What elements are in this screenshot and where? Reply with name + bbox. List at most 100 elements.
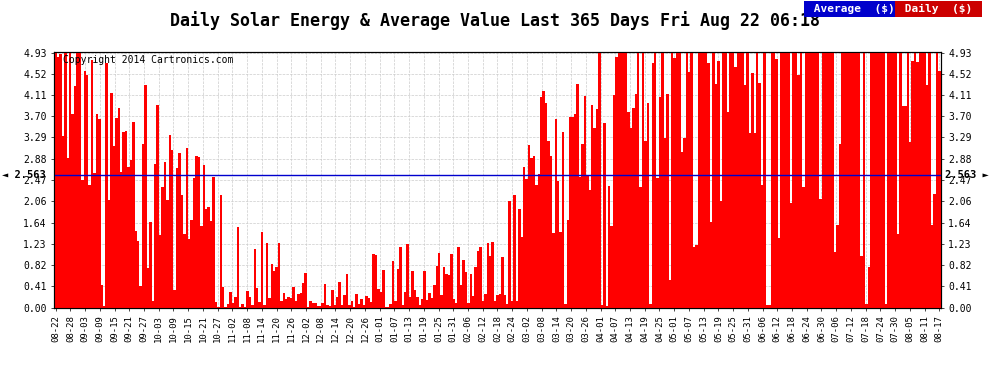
Bar: [509, 201, 511, 308]
Bar: [280, 301, 282, 307]
Bar: [628, 112, 630, 308]
Bar: [608, 186, 611, 308]
Bar: [176, 168, 178, 308]
Bar: [203, 165, 205, 308]
Bar: [855, 53, 858, 307]
Bar: [438, 254, 441, 308]
Bar: [287, 297, 290, 307]
Bar: [549, 156, 552, 308]
Bar: [887, 53, 890, 307]
Bar: [120, 172, 123, 308]
Bar: [705, 53, 708, 307]
Bar: [637, 53, 640, 307]
Bar: [882, 53, 885, 307]
Bar: [805, 53, 807, 307]
Bar: [907, 53, 909, 307]
Bar: [156, 105, 158, 308]
Bar: [66, 158, 69, 308]
Bar: [921, 53, 924, 307]
Bar: [409, 297, 411, 307]
Bar: [489, 256, 491, 308]
Bar: [96, 114, 98, 308]
Bar: [334, 305, 336, 308]
Bar: [358, 304, 360, 307]
Bar: [314, 303, 317, 307]
Bar: [554, 119, 557, 308]
Bar: [870, 53, 872, 307]
Bar: [491, 242, 494, 308]
Bar: [220, 195, 222, 308]
Bar: [746, 53, 748, 307]
Bar: [547, 141, 549, 308]
Bar: [278, 243, 280, 308]
Bar: [673, 58, 676, 308]
Bar: [260, 232, 263, 308]
Bar: [528, 145, 531, 308]
Bar: [872, 53, 875, 307]
Bar: [56, 57, 59, 308]
Bar: [742, 53, 743, 307]
Bar: [93, 173, 96, 308]
Bar: [678, 53, 681, 307]
Bar: [118, 108, 120, 308]
Bar: [770, 53, 773, 307]
Bar: [472, 296, 474, 307]
Bar: [571, 117, 574, 308]
Bar: [251, 305, 253, 308]
Bar: [588, 190, 591, 308]
Bar: [730, 53, 732, 307]
Bar: [688, 72, 690, 308]
Bar: [615, 57, 618, 308]
Bar: [309, 301, 312, 307]
Bar: [668, 280, 671, 308]
Bar: [603, 123, 606, 308]
Bar: [227, 304, 230, 307]
Bar: [557, 181, 559, 308]
Bar: [222, 286, 225, 308]
Bar: [91, 60, 93, 308]
Bar: [447, 275, 450, 308]
Bar: [232, 303, 234, 307]
Bar: [618, 53, 620, 307]
Bar: [137, 241, 140, 308]
Bar: [365, 296, 367, 307]
Bar: [912, 62, 914, 308]
Bar: [523, 168, 526, 308]
Bar: [292, 288, 295, 308]
Bar: [790, 203, 792, 308]
Bar: [387, 307, 389, 308]
Bar: [533, 156, 536, 308]
Bar: [312, 303, 314, 307]
Bar: [341, 305, 344, 308]
Bar: [863, 53, 865, 307]
Bar: [649, 304, 651, 307]
Bar: [858, 53, 860, 307]
Bar: [329, 306, 332, 308]
Bar: [88, 185, 91, 308]
Bar: [486, 243, 489, 308]
Bar: [708, 63, 710, 308]
Bar: [611, 226, 613, 308]
Bar: [924, 53, 926, 307]
Bar: [623, 53, 625, 307]
Bar: [552, 232, 554, 308]
Bar: [149, 222, 151, 308]
Bar: [419, 305, 421, 308]
Bar: [128, 167, 130, 308]
Bar: [867, 267, 870, 308]
Bar: [780, 53, 783, 307]
Bar: [389, 304, 392, 307]
Bar: [620, 53, 623, 307]
Bar: [635, 94, 637, 308]
Bar: [737, 53, 739, 307]
Bar: [504, 296, 506, 307]
Bar: [484, 294, 486, 307]
Bar: [282, 292, 285, 308]
Bar: [763, 53, 765, 307]
Bar: [853, 53, 855, 307]
Bar: [145, 85, 147, 308]
Bar: [151, 302, 154, 307]
Bar: [713, 53, 715, 307]
Bar: [795, 53, 797, 307]
Bar: [894, 53, 897, 307]
